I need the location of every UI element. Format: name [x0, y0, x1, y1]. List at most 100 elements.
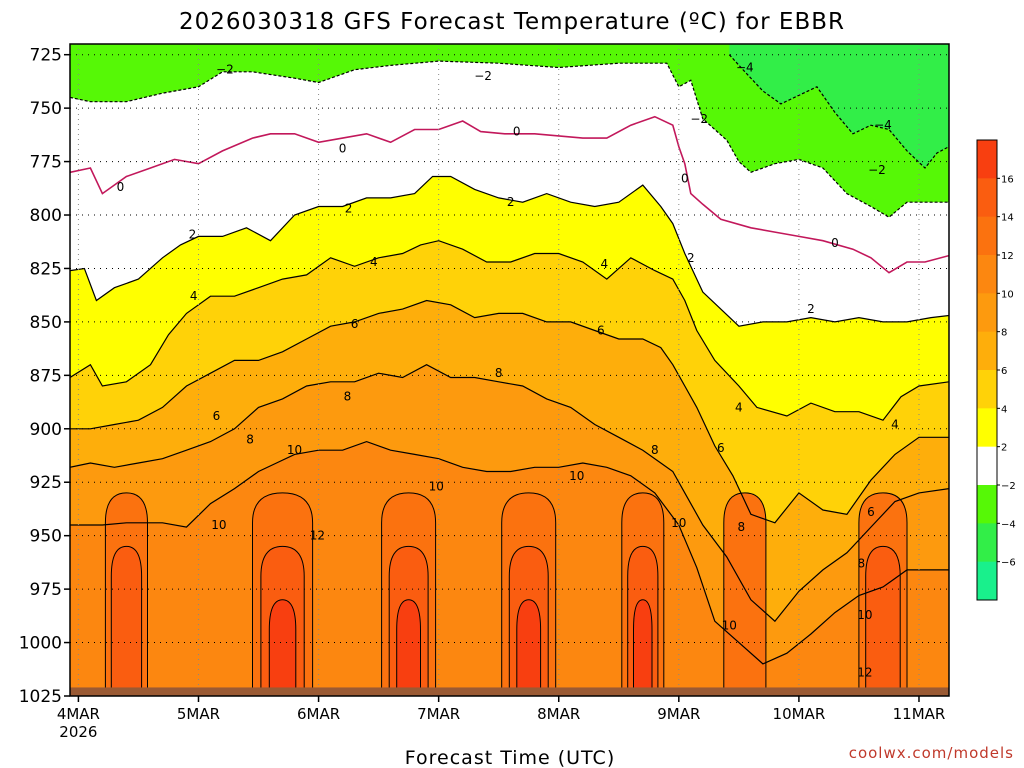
contour-label: −4: [874, 118, 892, 132]
y-tick-label: 850: [30, 313, 62, 333]
contour-label: 2: [345, 202, 353, 216]
contour-label: 8: [737, 520, 745, 534]
colorbar-swatch: [977, 446, 997, 486]
y-tick-label: 750: [30, 99, 62, 119]
colorbar-swatch: [977, 331, 997, 371]
contour-label: −2: [216, 63, 234, 77]
contour-label: 10: [211, 518, 226, 532]
x-tick-label: 11MAR: [893, 705, 946, 723]
x-axis-label: Forecast Time (UTC): [405, 747, 615, 768]
warm-core-0-14: [110, 545, 143, 696]
colorbar: 16 14 12 10 8 6 4 2 −2 −4 −6: [976, 139, 1016, 601]
x-tick-label: 6MAR: [297, 705, 340, 723]
colorbar-swatch: [977, 178, 997, 218]
contour-label: 2: [189, 227, 197, 241]
colorbar-swatch: [977, 408, 997, 448]
isotherm-8: [70, 364, 949, 623]
axes: 7257507758008258508759009259509751000102…: [19, 46, 946, 741]
isotherm-10: [70, 440, 949, 665]
y-tick-label: 925: [30, 473, 62, 493]
contour-label: −2: [868, 163, 886, 177]
contour-label: 10: [671, 516, 686, 530]
contour-label: 2: [807, 302, 815, 316]
colorbar-swatch: [977, 561, 997, 601]
plot-area: −2 −2 −4 −2 −4 −2 0 0 0 0 0 2 2 2 2 2 4 4 4 4 4 6 6 6 6 6 8 8 8 8 8 8 10…: [69, 43, 950, 697]
colorbar-tick-label: 12: [1001, 251, 1014, 262]
colorbar-swatch: [977, 216, 997, 256]
contour-label: −2: [690, 112, 708, 126]
isotherm-6: [70, 299, 949, 524]
contour-label: 6: [351, 317, 359, 331]
colorbar-swatch: [977, 485, 997, 524]
contour-label: 8: [858, 556, 866, 570]
contour-label: 4: [891, 418, 899, 432]
contour-label: 8: [651, 443, 659, 457]
colorbar-tick-label: 6: [1001, 366, 1007, 377]
plot-clip-group: −2 −2 −4 −2 −4 −2 0 0 0 0 0 2 2 2 2 2 4 4 4 4 4 6 6 6 6 6 8 8 8 8 8 8 10…: [70, 44, 949, 696]
contour-label: −2: [474, 69, 492, 83]
isotherm-m2: [70, 60, 949, 218]
x-tick-label: 9MAR: [657, 705, 700, 723]
band-fill-m4: [729, 44, 949, 168]
warm-core-1-16: [268, 599, 297, 696]
y-tick-label: 950: [30, 527, 62, 547]
y-tick-label: 875: [30, 366, 62, 386]
colorbar-swatch: [977, 523, 997, 563]
colorbar-tick-label: 10: [1001, 289, 1014, 300]
warm-core-6-14: [865, 545, 901, 696]
contour-label: 4: [735, 400, 743, 414]
y-tick-label: 1000: [19, 634, 62, 654]
credit-text: coolwx.com/models: [849, 744, 1014, 762]
colorbar-swatch: [977, 140, 997, 179]
warm-core-5-12: [723, 492, 767, 696]
contour-label: 0: [681, 172, 689, 186]
y-tick-label: 900: [30, 420, 62, 440]
colorbar-tick-label: 16: [1001, 174, 1014, 185]
contour-label: 8: [495, 366, 503, 380]
contour-label: −4: [736, 61, 754, 75]
contour-label: 10: [429, 480, 444, 494]
x-tick-label: 10MAR: [773, 705, 826, 723]
y-tick-label: 975: [30, 580, 62, 600]
contour-label: 6: [597, 323, 605, 337]
y-tick-label: 800: [30, 206, 62, 226]
contour-label: 12: [310, 529, 325, 543]
contour-label: 10: [722, 618, 737, 632]
colorbar-swatch: [977, 370, 997, 409]
x-tick-label: 7MAR: [417, 705, 460, 723]
colorbar-tick-label: 14: [1001, 213, 1014, 224]
contour-label: 10: [569, 469, 584, 483]
y-tick-label: 775: [30, 153, 62, 173]
contour-label: 6: [213, 409, 221, 423]
colorbar-tick-label: 4: [1001, 404, 1007, 415]
contour-label: 12: [857, 665, 872, 679]
contour-label: 4: [601, 257, 609, 271]
warm-core-3-16: [516, 599, 542, 696]
contour-label: 4: [370, 255, 378, 269]
colorbar-swatch: [977, 293, 997, 333]
contour-label: 6: [717, 441, 725, 455]
y-tick-label: 825: [30, 259, 62, 279]
contour-label: 8: [344, 390, 352, 404]
y-tick-label: 1025: [19, 687, 62, 707]
colorbar-tick-label: −4: [1001, 519, 1016, 530]
x-tick-sublabel: 2026: [59, 723, 97, 741]
contour-label: 6: [867, 505, 875, 519]
ground-band: [70, 687, 949, 696]
warm-core-2-16: [396, 599, 421, 696]
contour-label: 8: [246, 432, 254, 446]
contour-label: 0: [831, 236, 839, 250]
isotherm-m4: [728, 54, 949, 169]
contour-label: 0: [513, 125, 521, 139]
chart-title: 2026030318 GFS Forecast Temperature (ºC)…: [179, 9, 845, 35]
x-tick-label: 5MAR: [177, 705, 220, 723]
warm-core-4-16: [633, 599, 653, 696]
plot-frame: [69, 43, 950, 697]
colorbar-tick-label: 8: [1001, 328, 1007, 339]
isotherm-0: [70, 115, 949, 274]
isotherm-2: [70, 175, 949, 327]
colorbar-swatch: [977, 255, 997, 294]
y-tick-label: 725: [30, 46, 62, 66]
